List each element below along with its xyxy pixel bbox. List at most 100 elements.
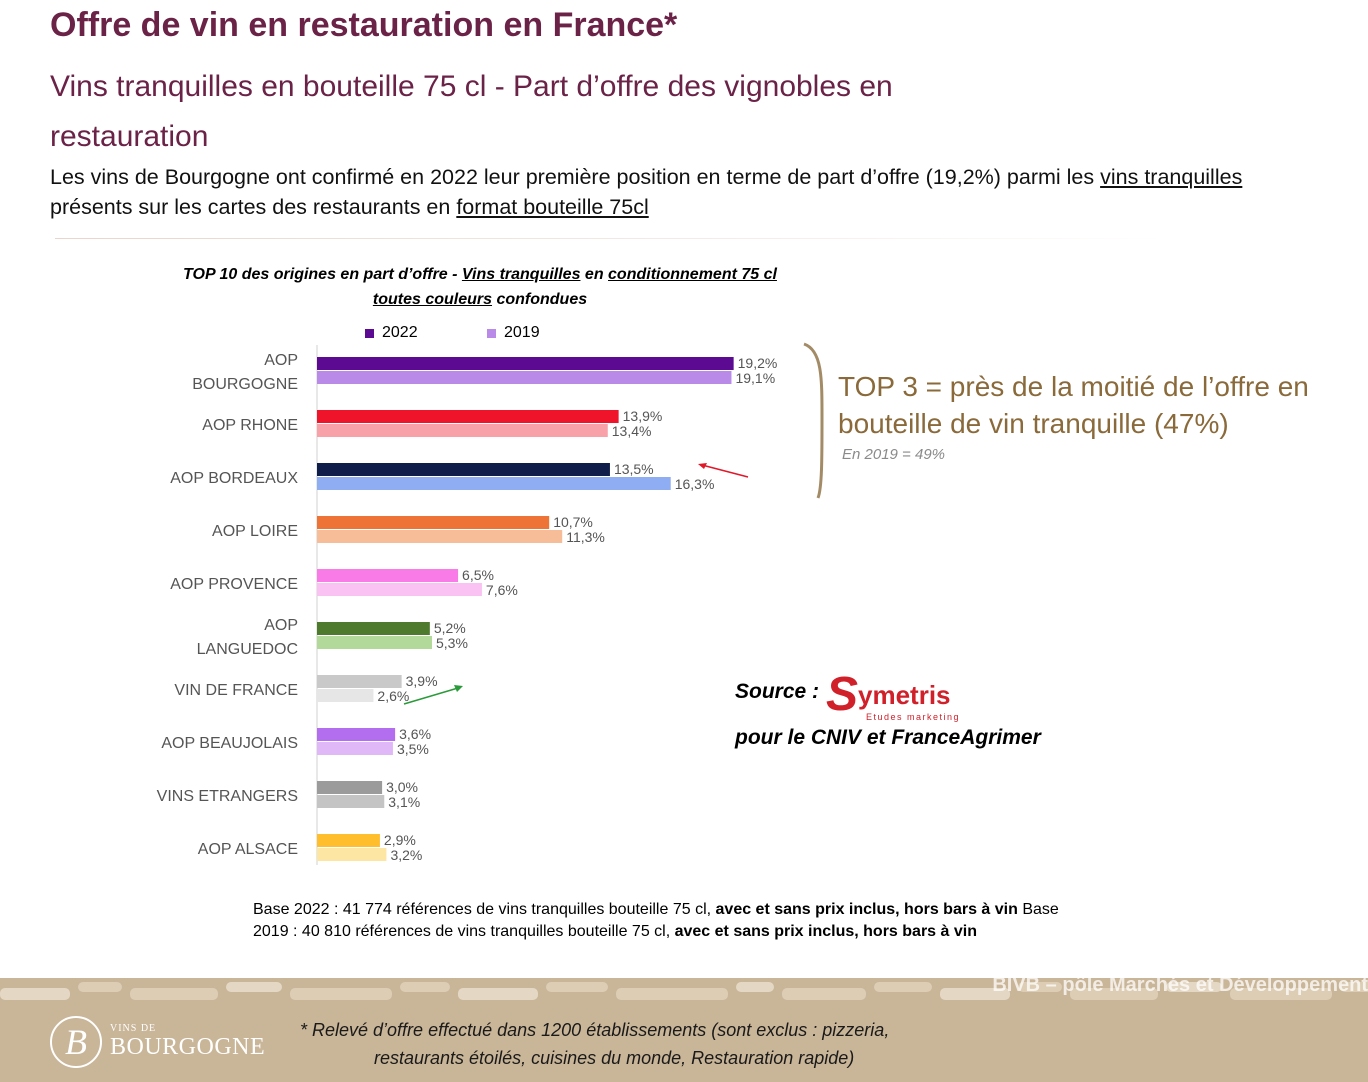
base-note-a: Base 2022 : 41 774 références de vins tr… bbox=[253, 901, 716, 918]
intro-part-1: Les vins de Bourgogne ont confirmé en 20… bbox=[50, 165, 1101, 189]
data-label-2022-aop-languedoc: 5,2% bbox=[434, 620, 466, 636]
stone bbox=[1070, 988, 1158, 1000]
divider bbox=[55, 238, 1165, 239]
bar-2019-aop-bordeaux bbox=[317, 477, 671, 490]
data-label-2022-aop-bordeaux: 13,5% bbox=[614, 461, 654, 477]
source-label: Source : bbox=[735, 680, 820, 703]
bar-2019-aop-loire bbox=[317, 530, 563, 543]
chart-title: TOP 10 des origines en part d’offre - Vi… bbox=[130, 262, 830, 312]
data-label-2022-aop-provence: 6,5% bbox=[462, 567, 494, 583]
base-note: Base 2022 : 41 774 références de vins tr… bbox=[253, 899, 1063, 943]
bar-2022-aop-beaujolais bbox=[317, 728, 396, 741]
category-label-aop-provence: AOP PROVENCE bbox=[170, 576, 298, 593]
stone bbox=[1166, 982, 1222, 992]
category-label-aop-beaujolais: AOP BEAUJOLAIS bbox=[161, 735, 298, 752]
data-label-2022-aop-loire: 10,7% bbox=[553, 514, 593, 530]
bar-2022-aop-bordeaux bbox=[317, 463, 610, 476]
stone bbox=[736, 982, 774, 992]
stone bbox=[290, 988, 392, 1000]
base-note-b: avec et sans prix inclus, hors bars à vi… bbox=[715, 901, 1018, 918]
data-label-2019-aop-alsace: 3,2% bbox=[390, 847, 422, 863]
data-label-2019-aop-languedoc: 5,3% bbox=[436, 635, 468, 651]
bar-2022-aop-provence bbox=[317, 569, 459, 582]
data-label-2022-aop-alsace: 2,9% bbox=[384, 832, 416, 848]
category-label-aop-bourgogne: BOURGOGNE bbox=[192, 376, 298, 393]
legend-label-2019: 2019 bbox=[504, 324, 540, 341]
chart-title-underline-2: conditionnement 75 cl bbox=[608, 266, 777, 283]
data-label-2019-aop-provence: 7,6% bbox=[486, 582, 518, 598]
stone bbox=[1230, 988, 1332, 1000]
data-label-2019-aop-bourgogne: 19,1% bbox=[735, 370, 775, 386]
data-label-2022-aop-beaujolais: 3,6% bbox=[399, 726, 431, 742]
category-label-vins-etrangers: VINS ETRANGERS bbox=[157, 788, 298, 805]
bar-2022-vin-de-france bbox=[317, 675, 402, 688]
footnote-line-1: * Relevé d’offre effectué dans 1200 étab… bbox=[300, 1020, 890, 1040]
data-label-2019-aop-loire: 11,3% bbox=[566, 529, 605, 545]
bar-2019-aop-rhone bbox=[317, 424, 608, 437]
bar-2019-aop-bourgogne bbox=[317, 371, 732, 384]
stone bbox=[1018, 982, 1062, 992]
logo-text: ymetris bbox=[858, 680, 951, 710]
stone bbox=[874, 982, 932, 992]
footer: BIVB – pôle Marchés et Développement B V… bbox=[0, 978, 1368, 1082]
page-subtitle: Vins tranquilles en bouteille 75 cl - Pa… bbox=[50, 70, 893, 153]
top3-brace bbox=[803, 342, 824, 499]
legend-swatch-2022 bbox=[365, 328, 374, 338]
category-label-aop-rhone: AOP RHONE bbox=[202, 417, 298, 434]
stone-wall-pattern bbox=[0, 982, 1368, 1000]
brand-small: VINS DE bbox=[110, 1023, 157, 1034]
stone bbox=[1340, 982, 1368, 992]
intro-text: Les vins de Bourgogne ont confirmé en 20… bbox=[50, 162, 1280, 222]
bar-2022-aop-rhone bbox=[317, 410, 619, 423]
bar-2022-aop-loire bbox=[317, 516, 550, 529]
category-label-aop-bordeaux: AOP BORDEAUX bbox=[170, 470, 298, 487]
chart-title-part-3: confondues bbox=[492, 291, 588, 308]
top3-note: En 2019 = 49% bbox=[842, 446, 946, 463]
category-label-aop-alsace: AOP ALSACE bbox=[198, 841, 298, 858]
bar-2019-aop-alsace bbox=[317, 848, 387, 861]
chart-title-part-1: TOP 10 des origines en part d’offre - bbox=[183, 266, 462, 283]
red-arrow-icon bbox=[698, 463, 749, 478]
brand-big: BOURGOGNE bbox=[110, 1034, 266, 1060]
symetris-logo: S ymetris Etudes marketing bbox=[826, 668, 976, 731]
stone bbox=[940, 988, 1010, 1000]
base-note-c: Base 2019 : 40 810 références de vins tr… bbox=[253, 901, 1059, 940]
chart-title-underline-1: Vins tranquilles bbox=[461, 266, 581, 283]
intro-underline-2: format bouteille 75cl bbox=[456, 195, 649, 219]
bar-2019-vin-de-france bbox=[317, 689, 374, 702]
footnote-line-2: restaurants étoilés, cuisines du monde, … bbox=[374, 1048, 855, 1068]
legend-swatch-2019 bbox=[487, 328, 496, 338]
svg-text:S: S bbox=[826, 668, 858, 721]
category-label-aop-languedoc: LANGUEDOC bbox=[197, 641, 298, 658]
stone bbox=[458, 988, 538, 1000]
legend-item-2019: 2019 bbox=[487, 324, 540, 342]
bourgogne-logo: B VINS DE BOURGOGNE bbox=[50, 1016, 265, 1068]
intro-part-2: présents sur les cartes des restaurants … bbox=[50, 195, 457, 219]
stone bbox=[616, 988, 728, 1000]
data-label-2022-vin-de-france: 3,9% bbox=[406, 673, 438, 689]
base-note-d: avec et sans prix inclus, hors bars à vi… bbox=[674, 923, 977, 940]
bar-2022-aop-bourgogne bbox=[317, 357, 734, 370]
category-label-aop-loire: AOP LOIRE bbox=[212, 523, 298, 540]
bar-2022-vins-etrangers bbox=[317, 781, 383, 794]
bar-2019-aop-beaujolais bbox=[317, 742, 393, 755]
top3-callout: TOP 3 = près de la moitié de l’offre en … bbox=[838, 371, 1309, 439]
bar-2022-aop-alsace bbox=[317, 834, 380, 847]
data-label-2022-vins-etrangers: 3,0% bbox=[386, 779, 418, 795]
stone bbox=[226, 982, 282, 992]
category-label-aop-languedoc: AOP bbox=[264, 617, 298, 634]
page-title: Offre de vin en restauration en France* bbox=[50, 6, 678, 44]
stone bbox=[78, 982, 122, 992]
green-arrow-icon bbox=[403, 685, 463, 705]
legend-label-2022: 2022 bbox=[382, 324, 418, 341]
stone bbox=[0, 988, 70, 1000]
bar-2019-vins-etrangers bbox=[317, 795, 385, 808]
bar-2022-aop-languedoc bbox=[317, 622, 430, 635]
footer-tag: BIVB – pôle Marchés et Développement bbox=[992, 978, 1368, 996]
footnote: * Relevé d’offre effectué dans 1200 étab… bbox=[300, 1016, 960, 1072]
intro-underline-1: vins tranquilles bbox=[1100, 165, 1243, 189]
data-label-2019-vin-de-france: 2,6% bbox=[377, 688, 409, 704]
stone bbox=[400, 982, 450, 992]
logo-tagline: Etudes marketing bbox=[866, 712, 960, 722]
stone bbox=[130, 988, 218, 1000]
